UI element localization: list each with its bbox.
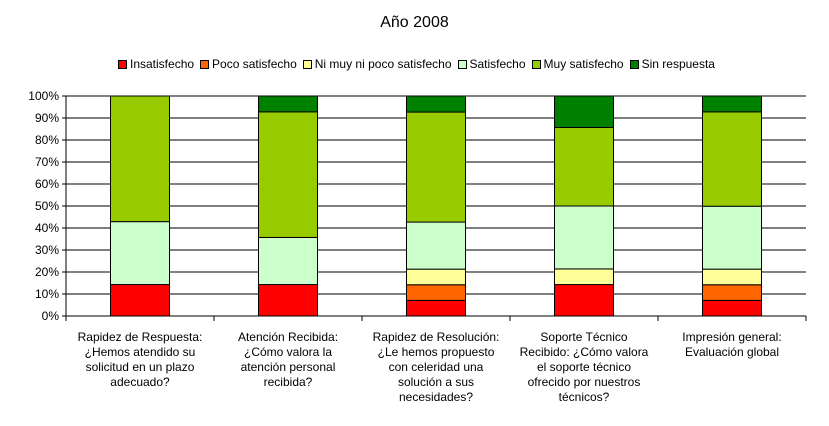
bar-segment: [406, 299, 466, 317]
bar-segment: [258, 236, 318, 286]
x-category-label-line: Recibido: ¿Cómo valora: [519, 345, 649, 359]
x-category-label: Impresión general: Evaluación global: [658, 330, 806, 360]
legend-swatch: [629, 59, 639, 69]
bar-segment: [110, 95, 170, 223]
legend-item: Ni muy ni poco satisfecho: [302, 57, 452, 71]
legend-item: Satisfecho: [457, 57, 526, 71]
legend-swatch: [302, 59, 312, 69]
x-category-label-line: solución a sus: [397, 375, 475, 389]
x-category-label-line: con celeridad una: [388, 360, 484, 374]
bar-segment: [702, 284, 762, 301]
x-category-label-line: necesidades?: [398, 390, 474, 404]
x-category-label-line: Evaluación global: [684, 345, 780, 359]
y-tick-label: 60%: [35, 177, 59, 191]
x-category-label-line: el soporte técnico: [536, 360, 632, 374]
legend-label: Satisfecho: [469, 57, 526, 71]
x-category-label-line: Atención Recibida:: [237, 330, 339, 344]
legend-label: Sin respuesta: [641, 57, 715, 71]
y-tick-label: 10%: [35, 287, 59, 301]
bar-segment: [554, 126, 614, 207]
bar-segment: [554, 95, 614, 128]
y-tick-label: 100%: [28, 89, 59, 103]
bar-segment: [702, 111, 762, 207]
bar-segment: [702, 268, 762, 286]
legend-item: Insatisfecho: [118, 57, 194, 71]
legend-label: Insatisfecho: [130, 57, 195, 71]
x-category-label-line: ofrecido por nuestros: [527, 375, 641, 389]
x-category-label-line: Rapidez de Resolución:: [372, 330, 500, 344]
legend-swatch: [457, 59, 467, 69]
x-category-label-line: Soporte Técnico: [540, 330, 628, 344]
bar-segment: [406, 268, 466, 286]
chart-title: Año 2008: [380, 14, 449, 31]
legend-swatch: [531, 59, 541, 69]
legend-label: Muy satisfecho: [543, 57, 624, 71]
x-category-label: Rapidez de Respuesta: ¿Hemos atendido su s…: [66, 330, 214, 390]
x-category-label-line: solicitud en un plazo: [85, 360, 195, 374]
bar-segment: [406, 95, 466, 113]
bar-segment: [554, 205, 614, 270]
legend-label: Poco satisfecho: [212, 57, 297, 71]
bar-segment: [406, 284, 466, 301]
x-category-label-line: ¿Cómo valora la: [243, 345, 333, 359]
y-tick-label: 50%: [35, 199, 59, 213]
legend-swatch: [200, 59, 210, 69]
x-category-label-line: técnicos?: [558, 390, 610, 404]
legend: Insatisfecho Poco satisfecho Ni muy ni poc…: [118, 56, 721, 72]
y-tick-label: 70%: [35, 155, 59, 169]
bar-segment: [258, 284, 318, 317]
y-tick-label: 80%: [35, 133, 59, 147]
bar-segment: [258, 111, 318, 238]
x-category-label: Soporte Técnico Recibido: ¿Cómo valora el …: [510, 330, 658, 405]
x-category-label-line: atención personal: [240, 360, 336, 374]
legend-item: Sin respuesta: [629, 57, 715, 71]
x-category-label: Rapidez de Resolución: ¿Le hemos propuest…: [362, 330, 510, 405]
x-category-label-line: Impresión general:: [682, 330, 782, 344]
legend-item: Poco satisfecho: [200, 57, 297, 71]
bar-segment: [406, 221, 466, 270]
x-category-label-line: Rapidez de Respuesta:: [77, 330, 203, 344]
x-category-label-line: ¿Hemos atendido su: [84, 345, 196, 359]
bar-segment: [554, 284, 614, 317]
bar-segment: [110, 221, 170, 286]
y-tick-label: 0%: [42, 309, 60, 323]
x-category-label-line: adecuado?: [110, 375, 170, 389]
legend-label: Ni muy ni poco satisfecho: [314, 57, 452, 71]
y-tick-label: 20%: [35, 265, 59, 279]
bar-segment: [702, 299, 762, 317]
legend-item: Muy satisfecho: [531, 57, 624, 71]
y-tick-label: 90%: [35, 111, 59, 125]
bar-segment: [702, 205, 762, 270]
x-category-label-line: recibida?: [263, 375, 313, 389]
x-category-label-line: ¿Le hemos propuesto: [377, 345, 495, 359]
bar-segment: [258, 95, 318, 113]
legend-swatch: [118, 59, 127, 69]
bar-segment: [702, 95, 762, 113]
bar-segment: [406, 111, 466, 223]
y-tick-label: 40%: [35, 221, 59, 235]
y-tick-label: 30%: [35, 243, 59, 257]
x-category-label: Atención Recibida: ¿Cómo valora la atenció…: [214, 330, 362, 390]
bar-segment: [554, 268, 614, 286]
bar-segment: [110, 284, 170, 317]
